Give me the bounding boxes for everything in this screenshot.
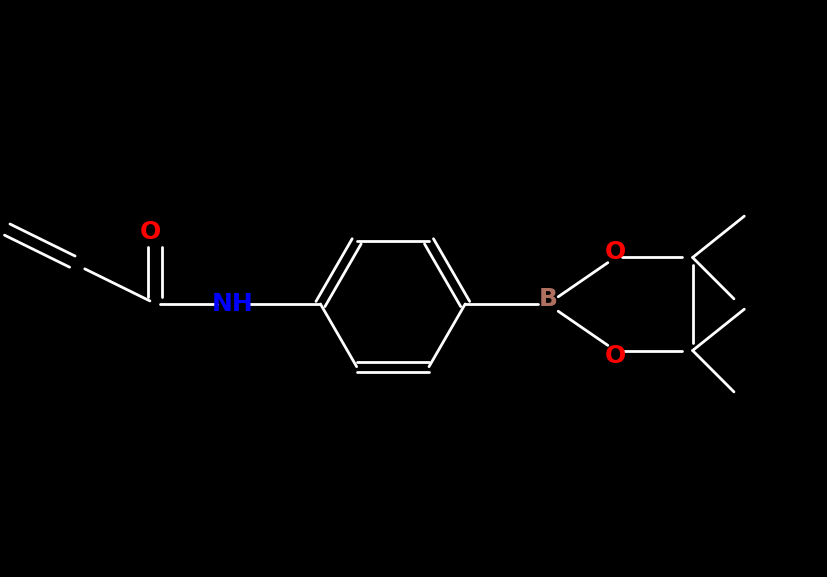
Text: O: O: [139, 220, 160, 243]
Text: O: O: [605, 240, 626, 264]
Text: B: B: [538, 287, 557, 311]
Text: NH: NH: [212, 292, 253, 316]
Text: O: O: [605, 344, 626, 368]
